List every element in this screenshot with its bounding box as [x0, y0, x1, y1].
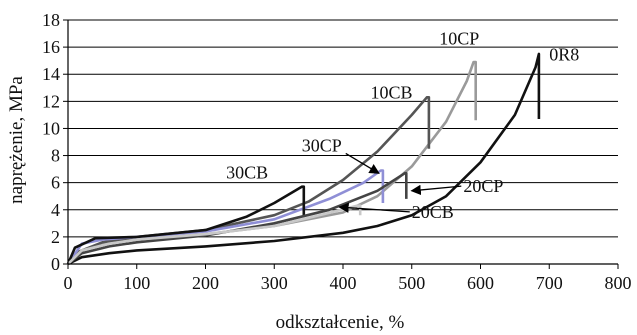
- y-axis-label: naprężenie, MPa: [6, 76, 27, 204]
- x-tick-label: 200: [192, 273, 219, 293]
- series-label-30cb: 30CB: [226, 163, 268, 183]
- annotation-arrow-20cp: [410, 184, 462, 196]
- y-tick-label: 18: [42, 10, 60, 30]
- x-tick-label: 500: [398, 273, 425, 293]
- series-label-20cb: 20CB: [412, 202, 454, 222]
- series-label-20cp: 20CP: [463, 176, 503, 196]
- y-tick-label: 8: [51, 146, 60, 166]
- series-line-10cb: [67, 96, 431, 265]
- annotation-arrow-20cb: [338, 202, 410, 213]
- axes: [63, 19, 619, 269]
- x-tick-label: 0: [64, 273, 73, 293]
- y-tick-label: 6: [51, 173, 60, 193]
- series-labels: 0R8 10CP 10CB 30CP 30CB 20CP 20CB: [226, 28, 579, 222]
- series-label-10cb: 10CB: [371, 83, 413, 103]
- x-tick-label: 100: [123, 273, 150, 293]
- x-tick-label: 700: [536, 273, 563, 293]
- gridlines: [68, 19, 618, 265]
- tick-labels: 0 2 4 6 8 10 12 14 16 18 0 100 200 300 400 500 600 700 800: [42, 10, 632, 293]
- y-tick-label: 14: [42, 64, 60, 84]
- series-line-20cp: [67, 171, 408, 266]
- series-label-10cp: 10CP: [439, 28, 479, 48]
- series-label-30cp: 30CP: [302, 135, 342, 155]
- series-line-20cb: [67, 204, 362, 265]
- series-line-30cp: [66, 169, 385, 265]
- y-tick-label: 10: [42, 118, 60, 138]
- y-tick-label: 2: [51, 227, 60, 247]
- x-axis-label: odkształcenie, %: [276, 312, 405, 333]
- series-label-0r8: 0R8: [549, 45, 579, 65]
- x-tick-label: 400: [330, 273, 357, 293]
- x-tick-label: 800: [605, 273, 632, 293]
- y-tick-label: 12: [42, 91, 60, 111]
- y-tick-label: 0: [51, 254, 60, 274]
- x-tick-label: 600: [467, 273, 494, 293]
- x-tick-label: 300: [261, 273, 288, 293]
- annotation-arrow-30cp: [345, 152, 380, 174]
- series-line-10cp: [67, 60, 477, 265]
- series-line-30cb: [66, 185, 306, 265]
- y-tick-label: 4: [51, 200, 60, 220]
- series-line-0r8: [67, 52, 541, 266]
- series-lines: [66, 52, 541, 266]
- y-tick-label: 16: [42, 37, 60, 57]
